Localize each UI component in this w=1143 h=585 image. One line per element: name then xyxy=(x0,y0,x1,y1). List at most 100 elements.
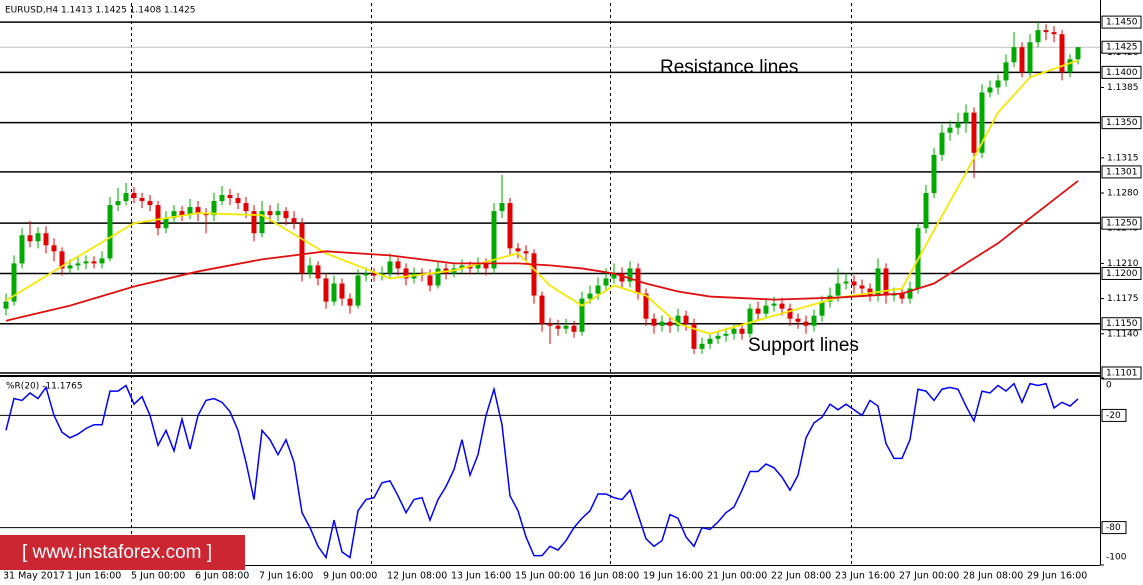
candle-body xyxy=(491,211,497,269)
candle-body xyxy=(907,288,913,299)
candle-body xyxy=(787,308,793,319)
candle-body xyxy=(771,303,777,306)
level-label-box xyxy=(1101,116,1142,130)
x-tick-label: 7 Jun 16:00 xyxy=(259,571,313,582)
candle-body xyxy=(115,201,121,206)
candle-body xyxy=(731,328,737,334)
candle-body xyxy=(275,211,281,216)
moving-average xyxy=(5,180,1079,322)
candle-body xyxy=(251,211,257,234)
candle-body xyxy=(435,268,441,286)
candle-body xyxy=(323,278,329,302)
candle-body xyxy=(387,261,393,274)
candle-body xyxy=(763,305,769,314)
candle-body xyxy=(211,201,217,216)
candle-body xyxy=(67,265,73,269)
candle-body xyxy=(483,263,489,269)
candle-body xyxy=(715,335,721,339)
candle-body xyxy=(995,80,1001,88)
candle-body xyxy=(595,285,601,294)
y-tick-label: 1.1315 xyxy=(1107,153,1139,163)
candle-body xyxy=(739,328,745,334)
candle-body xyxy=(179,211,185,216)
moving-average xyxy=(5,59,1079,335)
candle-body xyxy=(811,315,817,326)
candle-body xyxy=(883,268,889,296)
candle-body xyxy=(971,112,977,153)
indicator-tick-label: -80 xyxy=(1106,523,1121,533)
indicator-tick-label: 0 xyxy=(1106,381,1112,391)
candle-body xyxy=(643,293,649,319)
candle-body xyxy=(707,338,713,344)
candle-body xyxy=(1067,59,1073,73)
candle-body xyxy=(755,308,761,314)
level-label: 1.1250 xyxy=(1106,219,1138,229)
x-tick-label: 6 Jun 08:00 xyxy=(195,571,249,582)
candle-body xyxy=(875,268,881,296)
candle-body xyxy=(531,253,537,296)
candle-body xyxy=(371,273,377,276)
candle-body xyxy=(195,207,201,214)
x-tick-label: 27 Jun 00:00 xyxy=(899,571,959,582)
candle-body xyxy=(779,303,785,309)
candle-body xyxy=(851,281,857,286)
level-label: 1.1301 xyxy=(1106,167,1138,177)
x-tick-label: 16 Jun 08:00 xyxy=(579,571,639,582)
candle-body xyxy=(547,323,553,326)
candle-body xyxy=(659,321,665,326)
x-tick-label: 28 Jun 08:00 xyxy=(963,571,1023,582)
candle-body xyxy=(155,205,161,229)
candle-body xyxy=(579,298,585,332)
candle-body xyxy=(859,285,865,289)
level-label-box xyxy=(1101,266,1142,280)
x-tick-label: 22 Jun 08:00 xyxy=(771,571,831,582)
candle-body xyxy=(523,251,529,254)
candle-body xyxy=(83,261,89,264)
candle-body xyxy=(507,203,513,249)
x-tick-label: 9 Jun 00:00 xyxy=(323,571,377,582)
candle-body xyxy=(51,245,57,252)
candle-body xyxy=(123,193,129,202)
candle-body xyxy=(307,265,313,274)
candle-body xyxy=(75,263,81,266)
level-label: 1.1400 xyxy=(1106,68,1138,78)
candle-body xyxy=(259,211,265,234)
candle-body xyxy=(3,301,9,309)
candle-body xyxy=(867,288,873,296)
annotation: Support lines xyxy=(748,335,859,356)
level-label: 1.1450 xyxy=(1106,18,1138,28)
indicator-tick-label: -100 xyxy=(1106,553,1127,563)
level-label: 1.1101 xyxy=(1106,368,1138,378)
indicator-label-box xyxy=(1101,408,1127,422)
candle-body xyxy=(459,265,465,269)
candle-body xyxy=(899,293,905,299)
x-tick-label: 31 May 2017 xyxy=(3,571,65,582)
candle-body xyxy=(819,301,825,316)
candle-body xyxy=(11,263,17,302)
candle-body xyxy=(803,321,809,326)
candle-body xyxy=(979,92,985,153)
candle-body xyxy=(539,295,545,324)
candle-body xyxy=(691,323,697,349)
candle-body xyxy=(131,193,137,199)
y-tick-label: 1.1280 xyxy=(1107,189,1139,199)
candle-body xyxy=(171,211,177,219)
candle-body xyxy=(1051,32,1057,35)
y-tick-label: 1.1385 xyxy=(1107,83,1139,93)
x-tick-label: 23 Jun 16:00 xyxy=(835,571,895,582)
candle-body xyxy=(99,258,105,264)
candle-body xyxy=(299,223,305,274)
level-label-box xyxy=(1101,15,1142,29)
candle-body xyxy=(147,201,153,206)
candle-body xyxy=(587,293,593,299)
candle-body xyxy=(835,283,841,296)
candle-body xyxy=(187,207,193,216)
candle-body xyxy=(163,218,169,229)
candle-body xyxy=(43,233,49,246)
level-label-box xyxy=(1101,165,1142,179)
candle-body xyxy=(939,132,945,155)
x-tick-label: 12 Jun 08:00 xyxy=(387,571,447,582)
y-tick-label: 1.1140 xyxy=(1107,329,1139,339)
